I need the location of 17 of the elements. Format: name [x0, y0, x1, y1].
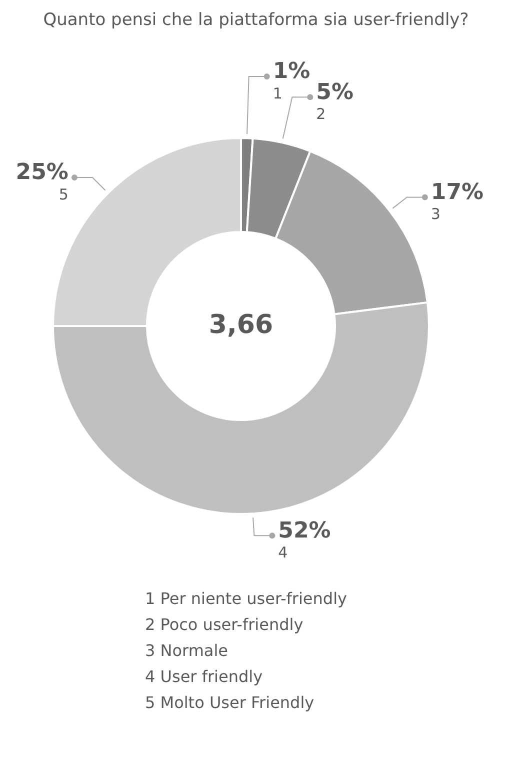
- slice-label: 5: [58, 185, 68, 204]
- text: 4 User friendly: [145, 666, 264, 688]
- chart-title: Quanto pensi che la piattaforma sia user-friendly?: [42, 9, 470, 32]
- text: 3,66: [208, 310, 274, 340]
- data-label: 1%: [272, 59, 310, 84]
- data-label: 52%: [278, 518, 331, 544]
- text: 3 Normale: [145, 640, 229, 662]
- slice-label: 1: [272, 84, 282, 102]
- text: 5 Molto User Friendly: [145, 692, 316, 714]
- data-label: 17%: [430, 180, 484, 206]
- data-label: 5%: [316, 80, 354, 105]
- legend-label: 3: [430, 205, 440, 224]
- data-label: 25%: [16, 160, 68, 186]
- text: 2 Poco user-friendly: [145, 614, 304, 636]
- slice-label: 2: [316, 104, 326, 123]
- slice-label: 4: [278, 543, 288, 562]
- text: 1 Per niente user-friendly: [145, 588, 348, 610]
